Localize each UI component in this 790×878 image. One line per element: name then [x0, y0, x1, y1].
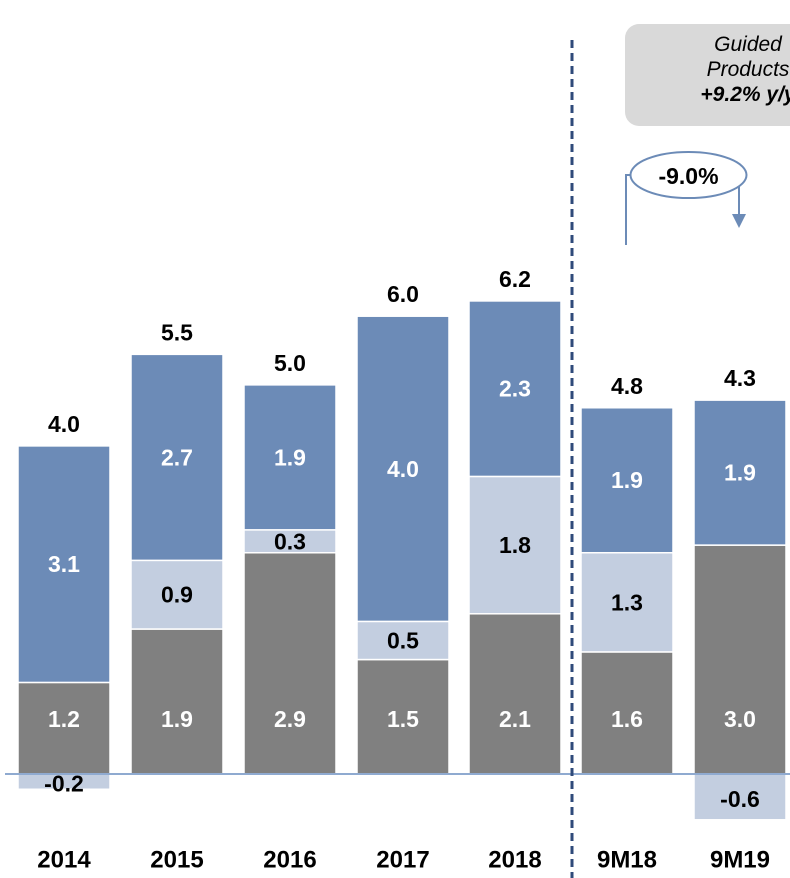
- segment-label-2015-s1: 1.9: [161, 706, 193, 732]
- bar-segment-2014-s1: [17, 681, 111, 775]
- segment-label-2014-s3: 3.1: [48, 551, 80, 577]
- segment-label-2016-s2: 0.3: [274, 528, 306, 554]
- bar-segment-2014-s3: [17, 445, 111, 684]
- bar-segment-2015-s2: [130, 559, 224, 630]
- segment-label-2015-s2: 0.9: [161, 582, 193, 608]
- segment-label-2018-s3: 2.3: [499, 376, 531, 402]
- bar-segment-2016-s1: [243, 551, 337, 775]
- bar-segment-9M18-s2: [580, 551, 674, 653]
- segment-label-9M18-s3: 1.9: [611, 467, 643, 493]
- segment-label-2017-s3: 4.0: [387, 456, 419, 482]
- total-label-2014: 4.0: [48, 411, 80, 437]
- segment-label-2017-s2: 0.5: [387, 627, 419, 653]
- guided-products-callout: Guided Products +9.2% y/y: [625, 24, 790, 126]
- segment-label-9M19-s1: 3.0: [724, 706, 756, 732]
- annotation-arrowhead: [732, 214, 746, 228]
- category-label-2017: 2017: [376, 847, 429, 874]
- bar-segment-9M19-s1: [693, 544, 787, 775]
- category-label-9M18: 9M18: [597, 847, 657, 874]
- bar-segment-2016-s3: [243, 384, 337, 531]
- segment-label-9M18-s2: 1.3: [611, 589, 643, 615]
- bar-segment-2018-s1: [468, 613, 562, 775]
- total-label-9M19: 4.3: [724, 365, 756, 391]
- bar-segment-2015-s1: [130, 628, 224, 775]
- bar-segment-2018-s3: [468, 300, 562, 478]
- annotation-text: -9.0%: [658, 163, 718, 189]
- bar-segment-2018-s2: [468, 475, 562, 615]
- total-label-2015: 5.5: [161, 319, 193, 345]
- segment-label-9M19-s2: -0.6: [720, 786, 760, 812]
- segment-label-2016-s1: 2.9: [274, 706, 306, 732]
- category-label-2015: 2015: [150, 847, 203, 874]
- bar-segment-2017-s3: [356, 315, 450, 623]
- callout-line-1: Guided: [714, 33, 782, 56]
- category-label-2018: 2018: [488, 847, 541, 874]
- bar-segment-9M19-s3: [693, 399, 787, 546]
- segment-label-2017-s1: 1.5: [387, 706, 419, 732]
- total-label-2018: 6.2: [499, 266, 531, 292]
- callout-line-3: +9.2% y/y: [700, 83, 790, 106]
- category-label-2014: 2014: [37, 847, 91, 874]
- segment-label-2014-s1: 1.2: [48, 706, 80, 732]
- segment-label-2018-s2: 1.8: [499, 532, 531, 558]
- segment-label-2018-s1: 2.1: [499, 706, 531, 732]
- bar-segment-9M18-s3: [580, 407, 674, 554]
- segment-label-2015-s3: 2.7: [161, 444, 193, 470]
- category-label-2016: 2016: [263, 847, 316, 874]
- segment-label-9M18-s1: 1.6: [611, 706, 643, 732]
- bar-segment-2015-s3: [130, 353, 224, 562]
- segment-label-2016-s3: 1.9: [274, 444, 306, 470]
- category-label-9M19: 9M19: [710, 847, 770, 874]
- bar-segment-9M19-s2: [693, 773, 787, 821]
- segment-label-9M19-s3: 1.9: [724, 460, 756, 486]
- total-label-2016: 5.0: [274, 350, 306, 376]
- total-label-2017: 6.0: [387, 281, 419, 307]
- bar-segment-2017-s1: [356, 658, 450, 775]
- total-label-9M18: 4.8: [611, 373, 643, 399]
- callout-line-2: Products: [706, 58, 790, 81]
- annotation-bubble: [629, 151, 748, 199]
